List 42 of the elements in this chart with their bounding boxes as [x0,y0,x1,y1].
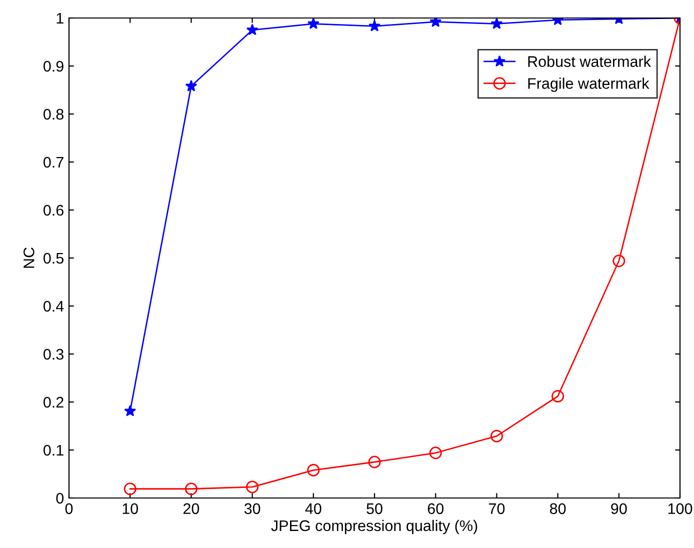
x-tick-label: 50 [366,503,382,514]
y-tick-label: 0.2 [44,396,64,408]
y-tick-label: 0.6 [44,204,64,216]
point [307,464,320,476]
point [184,482,198,496]
x-tick-label: 90 [611,503,627,514]
point [490,430,503,442]
x-tick-label: 70 [488,503,505,514]
y-tick-label: 0.9 [44,60,64,72]
point [490,18,503,29]
point [307,18,320,29]
x-tick-label: 60 [428,503,444,514]
point [368,456,381,468]
x-tick-label: 40 [305,503,322,514]
x-tick-label: 30 [244,503,260,514]
y-tick-label: 0 [56,492,64,504]
x-tick-label: 20 [183,503,200,514]
x-tick-label: 10 [122,503,138,514]
legend-label: Fragile watermark [528,78,650,92]
y-tick-label: 0.4 [44,300,64,312]
point [246,24,258,36]
point [185,80,198,92]
x-axis-title: JPEG compression quality (%) [271,520,478,534]
point [246,480,259,494]
x-tick-label: 0 [65,503,73,514]
point [429,446,442,460]
point [368,20,380,32]
legend-label: Robust watermark [528,56,652,67]
y-tick-label: 0.8 [44,108,64,120]
y-tick-label: 0.1 [44,444,64,456]
x-tick-label: 80 [550,503,566,514]
point [124,404,136,416]
point [552,390,564,402]
y-tick-label: 0.3 [44,348,64,360]
y-axis-title: NC [24,248,34,268]
x-tick-label: 100 [668,503,692,514]
point [124,482,136,496]
point [430,18,442,28]
y-tick-label: 0.7 [44,156,64,168]
point [612,254,626,268]
y-tick-label: 1 [56,13,64,24]
y-tick-label: 0.5 [44,252,64,264]
